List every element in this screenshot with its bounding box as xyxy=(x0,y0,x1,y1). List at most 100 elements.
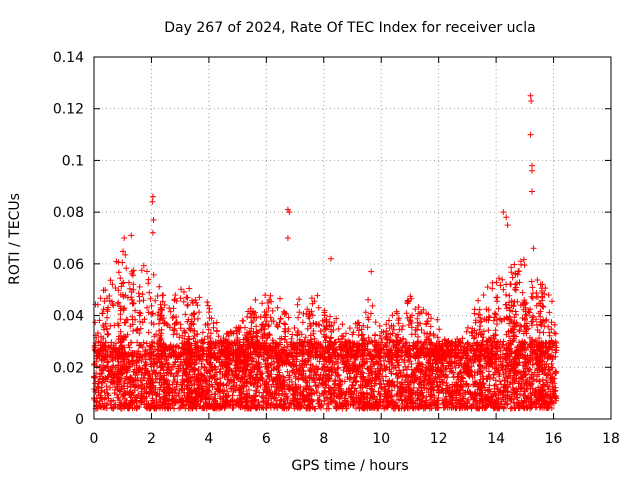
data-point xyxy=(490,374,497,381)
data-point xyxy=(311,335,318,342)
data-point xyxy=(403,310,410,317)
data-point xyxy=(380,377,387,384)
data-point xyxy=(94,301,101,308)
data-point xyxy=(182,311,189,318)
data-point xyxy=(390,365,397,372)
data-point xyxy=(126,285,133,292)
data-point xyxy=(436,326,443,333)
data-point xyxy=(252,387,259,394)
data-point xyxy=(334,373,341,380)
data-point xyxy=(393,308,400,315)
data-point xyxy=(304,325,311,332)
data-point xyxy=(101,298,108,305)
data-point xyxy=(376,323,383,329)
data-point xyxy=(196,309,203,316)
data-point xyxy=(520,392,527,399)
data-point xyxy=(296,309,303,316)
data-point xyxy=(139,319,146,326)
data-point xyxy=(506,313,513,320)
data-point xyxy=(289,331,296,338)
data-point xyxy=(252,296,259,303)
data-point xyxy=(213,319,220,326)
data-point xyxy=(259,376,266,383)
data-point xyxy=(140,297,147,304)
data-point xyxy=(145,280,152,287)
data-point xyxy=(117,275,124,282)
data-point xyxy=(184,302,191,309)
data-point xyxy=(392,371,399,378)
data-point xyxy=(304,306,311,313)
data-point xyxy=(125,279,132,286)
data-point xyxy=(489,279,496,286)
data-point xyxy=(511,378,518,385)
data-point xyxy=(367,385,374,392)
data-point xyxy=(181,289,187,295)
data-point xyxy=(209,384,216,390)
data-point xyxy=(340,367,347,374)
data-point xyxy=(314,292,321,299)
data-point xyxy=(102,320,109,327)
data-point xyxy=(395,320,402,327)
data-point xyxy=(365,334,372,341)
data-point xyxy=(536,378,543,385)
data-point xyxy=(346,370,353,377)
data-point xyxy=(475,297,482,304)
data-point xyxy=(379,339,386,346)
data-point xyxy=(428,315,434,322)
data-point xyxy=(172,292,179,298)
data-point xyxy=(104,331,111,338)
data-point xyxy=(308,295,315,302)
data-point xyxy=(371,393,378,400)
data-point xyxy=(434,316,441,323)
data-point xyxy=(534,277,541,283)
data-point xyxy=(138,267,145,274)
data-point xyxy=(339,321,346,328)
data-point xyxy=(294,301,301,308)
data-point xyxy=(457,369,464,375)
data-point xyxy=(423,310,430,317)
data-point xyxy=(257,313,264,320)
data-point xyxy=(231,386,238,393)
data-point xyxy=(346,325,353,332)
data-point xyxy=(477,323,484,329)
data-point xyxy=(546,309,553,316)
data-point xyxy=(148,319,155,326)
data-point xyxy=(489,285,496,292)
data-point xyxy=(192,360,199,367)
data-point xyxy=(358,326,365,333)
y-axis-label: ROTI / TECUs xyxy=(7,193,23,285)
data-point xyxy=(186,285,193,292)
data-point xyxy=(522,379,529,386)
data-point xyxy=(551,330,558,336)
data-point xyxy=(140,262,147,269)
data-point xyxy=(177,321,184,328)
data-point xyxy=(104,295,110,302)
data-point xyxy=(210,324,217,331)
data-point xyxy=(362,309,369,316)
data-point xyxy=(317,328,324,334)
data-point xyxy=(369,302,376,309)
data-point xyxy=(495,305,502,312)
data-point xyxy=(327,313,333,320)
data-point xyxy=(135,290,142,297)
data-point xyxy=(160,367,167,374)
data-point xyxy=(137,318,143,325)
data-point xyxy=(240,318,247,324)
data-point xyxy=(204,369,210,376)
data-point xyxy=(506,292,513,299)
data-point xyxy=(171,405,177,412)
data-point xyxy=(383,321,390,328)
data-point xyxy=(548,326,555,333)
data-point xyxy=(335,325,342,332)
data-point xyxy=(267,361,274,368)
data-point xyxy=(199,329,206,336)
data-point xyxy=(146,289,153,296)
data-point xyxy=(166,305,173,312)
data-point xyxy=(161,302,168,308)
data-point xyxy=(313,321,320,328)
data-point xyxy=(499,276,506,283)
data-point xyxy=(192,338,199,345)
data-point xyxy=(204,299,211,306)
data-point xyxy=(121,378,128,384)
data-point xyxy=(246,386,252,393)
